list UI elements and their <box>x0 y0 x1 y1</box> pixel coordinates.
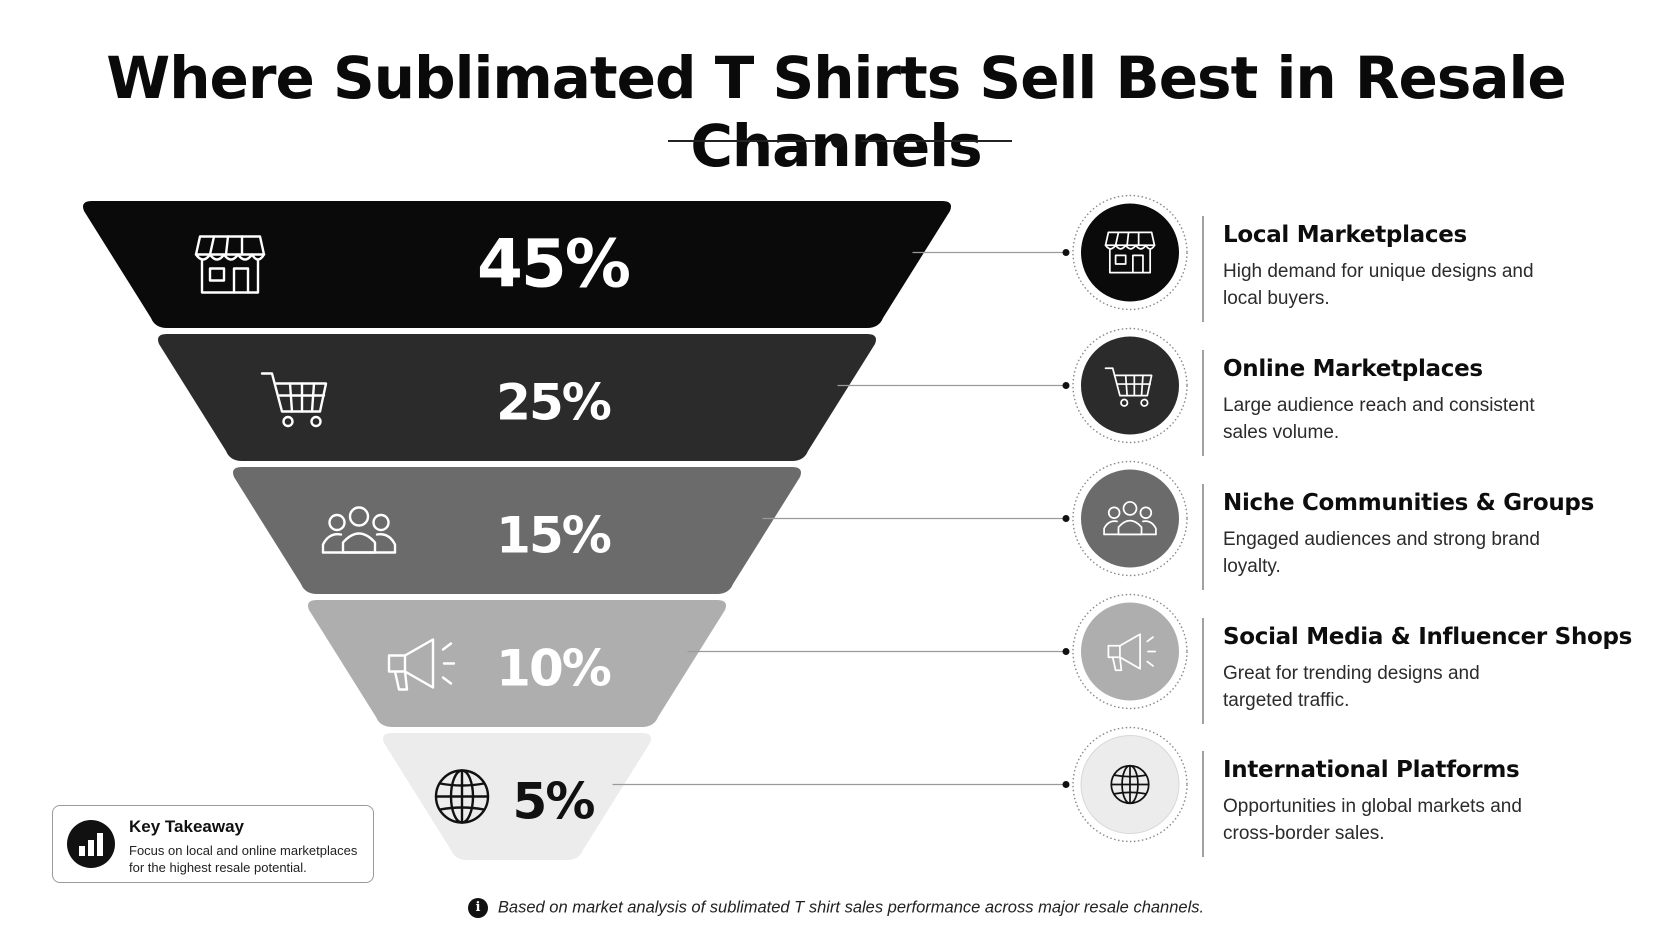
channel-item: Online Marketplaces Large audience reach … <box>1223 356 1643 446</box>
storefront-icon <box>1104 231 1156 274</box>
channel-description: Engaged audiences and strong brand loyal… <box>1223 529 1540 577</box>
key-takeaway-box: Key Takeaway Focus on local and online m… <box>52 805 374 883</box>
people-group-icon <box>321 506 397 554</box>
footnote: i Based on market analysis of sublimated … <box>0 898 1672 918</box>
channel-item: Niche Communities & Groups Engaged audien… <box>1223 490 1643 580</box>
funnel-segment-2 <box>158 334 876 461</box>
funnel-segment-5 <box>383 733 651 860</box>
channel-item: International Platforms Opportunities in … <box>1223 757 1643 847</box>
channel-title: Online Marketplaces <box>1223 356 1483 382</box>
globe-icon <box>1110 764 1150 805</box>
icon-circle <box>1081 469 1179 568</box>
shopping-cart-icon <box>1104 367 1153 407</box>
takeaway-text: Focus on local and online marketplaces f… <box>129 843 358 875</box>
icon-circle <box>1081 203 1179 302</box>
globe-icon <box>434 769 490 824</box>
connector-dot <box>1062 648 1070 655</box>
funnel-segment-1 <box>83 201 951 328</box>
connector-dot <box>1062 382 1070 389</box>
channel-title: Niche Communities & Groups <box>1223 490 1594 516</box>
funnel-value-label: 45% <box>477 226 630 303</box>
channel-description: High demand for unique designs and local… <box>1223 261 1534 309</box>
channel-title: Social Media & Influencer Shops <box>1223 624 1633 650</box>
megaphone-icon <box>387 638 456 691</box>
channel-description: Large audience reach and consistent sale… <box>1223 395 1535 443</box>
title-divider <box>668 134 1012 148</box>
icon-circle <box>1081 336 1179 435</box>
bar-chart-icon <box>67 820 115 868</box>
megaphone-icon <box>1107 633 1157 672</box>
funnel-value-label: 5% <box>513 773 595 831</box>
connector-dot <box>1062 515 1070 522</box>
funnel-value-label: 10% <box>496 640 611 698</box>
connector-dot <box>1062 249 1070 256</box>
icon-circle <box>1081 602 1179 701</box>
shopping-cart-icon <box>260 372 328 428</box>
connector-dot <box>1062 781 1070 788</box>
funnel-segment-3 <box>233 467 801 594</box>
funnel-value-label: 25% <box>496 374 611 432</box>
people-group-icon <box>1103 501 1157 536</box>
storefront-icon <box>194 235 266 294</box>
channel-item: Social Media & Influencer Shops Great for… <box>1223 624 1643 714</box>
channel-description: Opportunities in global markets and cros… <box>1223 796 1522 844</box>
funnel-segment-4 <box>308 600 726 727</box>
channel-title: Local Marketplaces <box>1223 222 1467 248</box>
channel-description: Great for trending designs and targeted … <box>1223 663 1480 711</box>
info-icon: i <box>467 898 488 918</box>
channel-item: Local Marketplaces High demand for unique… <box>1223 222 1643 312</box>
takeaway-title: Key Takeaway <box>129 817 244 836</box>
footnote-text: Based on market analysis of sublimated T… <box>497 898 1205 917</box>
funnel-value-label: 15% <box>496 507 611 565</box>
channel-title: International Platforms <box>1223 757 1520 783</box>
